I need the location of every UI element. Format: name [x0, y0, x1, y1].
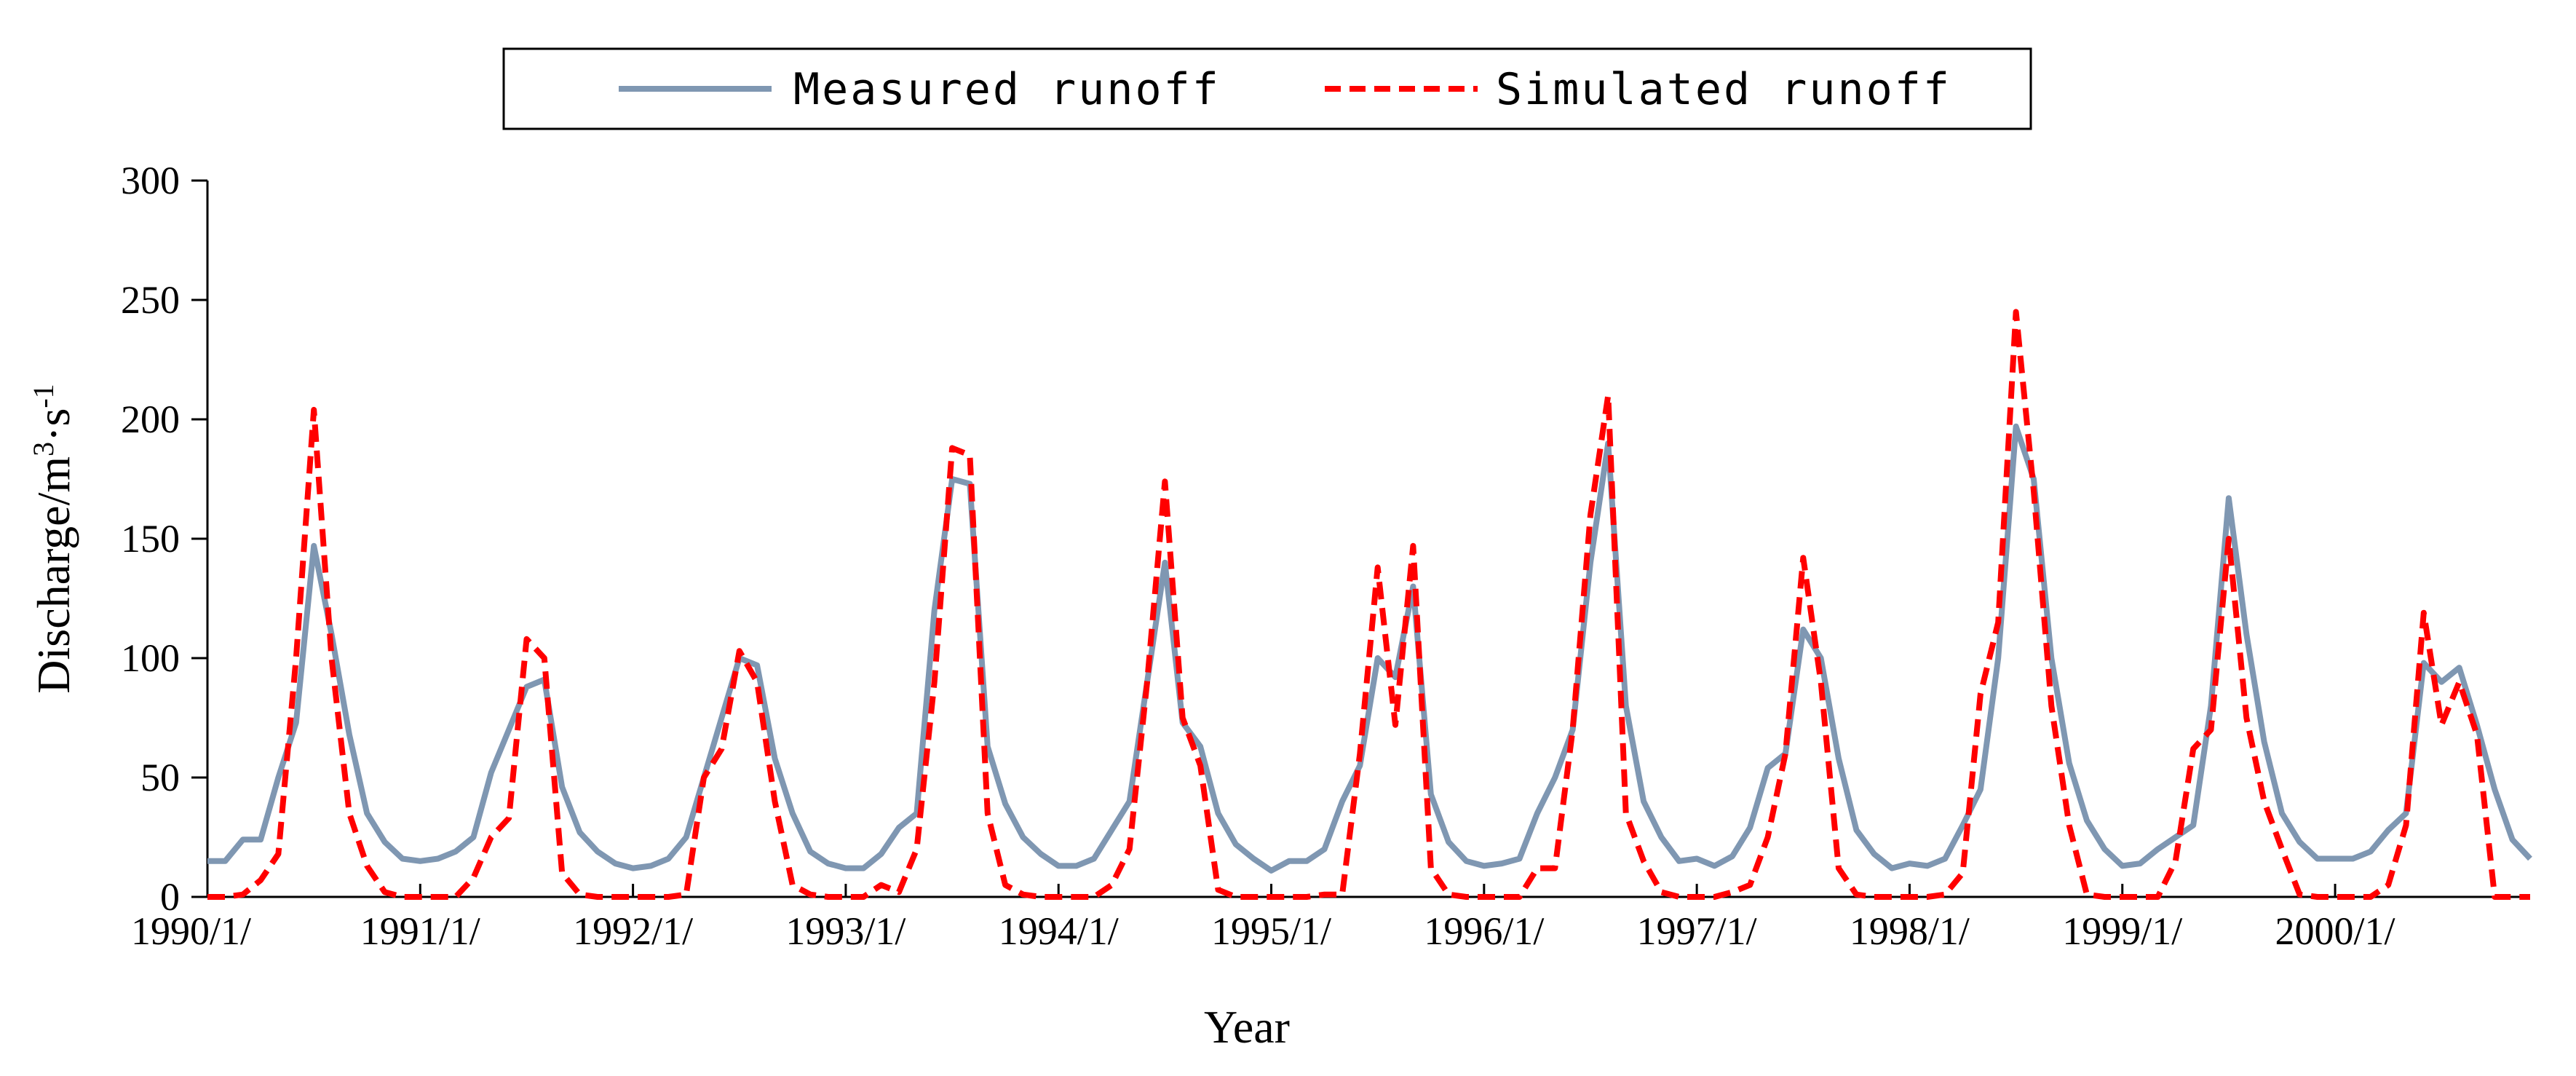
simulated-runoff-line [207, 309, 2530, 900]
y-tick-label: 100 [121, 636, 180, 680]
x-tick-label: 1991/1/ [360, 909, 480, 953]
x-tick-label: 1996/1/ [1424, 909, 1544, 953]
x-tick-label: 1992/1/ [573, 909, 693, 953]
y-tick-label: 200 [121, 397, 180, 441]
y-tick-label: 0 [160, 875, 180, 919]
x-tick-label: 1998/1/ [1850, 909, 1970, 953]
x-tick-label: 1999/1/ [2062, 909, 2182, 953]
y-tick-label: 150 [121, 517, 180, 561]
legend-simulated-label: Simulated runoff [1496, 64, 1951, 115]
x-ticks: 1990/1/1991/1/1992/1/1993/1/1994/1/1995/… [131, 884, 2395, 953]
x-tick-label: 1995/1/ [1211, 909, 1331, 953]
plot-area: 0 50 100 150 200 250 300 1990/1/1991/1/1992/1/… [121, 159, 2532, 953]
y-tick-label: 250 [121, 278, 180, 322]
legend: Measured runoff Simulated runoff [502, 47, 2032, 130]
x-tick-label: 2000/1/ [2275, 909, 2395, 953]
x-axis-title: Year [1204, 1001, 1290, 1053]
y-tick-label: 50 [140, 756, 180, 799]
x-tick-label: 1993/1/ [785, 909, 905, 953]
y-axis-title: Discharge/m3·s-1 [27, 384, 79, 693]
y-tick-label: 300 [121, 159, 180, 202]
y-ticks: 0 50 100 150 200 250 300 [121, 159, 207, 919]
x-tick-label: 1994/1/ [999, 909, 1119, 953]
legend-measured-label: Measured runoff [793, 64, 1221, 115]
measured-runoff-line [207, 423, 2532, 874]
x-tick-label: 1990/1/ [131, 909, 251, 953]
x-tick-label: 1997/1/ [1637, 909, 1757, 953]
